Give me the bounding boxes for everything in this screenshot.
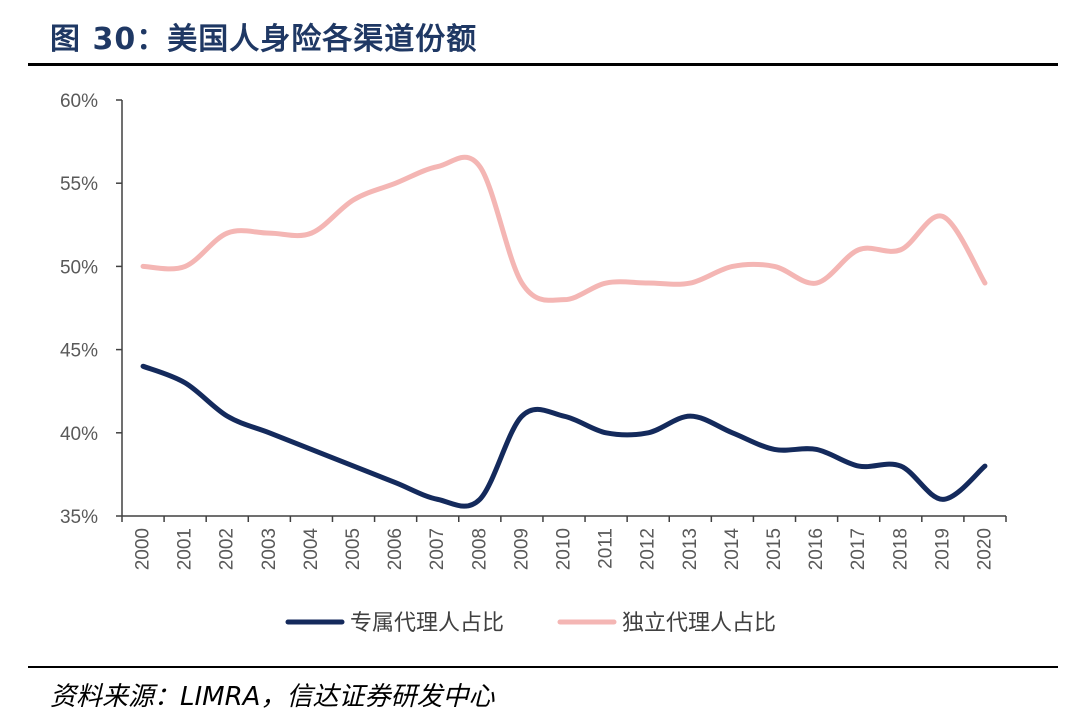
y-tick-label: 35%	[60, 507, 98, 528]
series-line-1	[140, 363, 988, 509]
x-tick-label: 2017	[848, 528, 869, 570]
x-tick-labels: 2000 2001 2002 2003 2004 2005 2006 2007 2008 2009…	[121, 516, 1007, 571]
x-tick-label: 2013	[680, 528, 701, 570]
x-tick-label: 2004	[301, 528, 322, 571]
x-tick-label: 2009	[511, 528, 532, 570]
x-tick-label: 2016	[806, 528, 827, 570]
chart-axes	[121, 100, 1006, 517]
y-tick-label: 55%	[60, 174, 98, 195]
x-tick-label: 2018	[890, 528, 911, 570]
y-tick-label: 60%	[60, 91, 98, 112]
x-tick-label: 2014	[722, 528, 743, 571]
x-tick-label: 2019	[932, 528, 953, 570]
x-tick-label: 2005	[343, 528, 364, 570]
x-tick-label: 2000	[133, 528, 154, 570]
x-tick-label: 2008	[469, 528, 490, 570]
y-tick-label: 40%	[60, 424, 98, 445]
x-tick-label: 2003	[259, 528, 280, 570]
x-tick-label: 2001	[175, 528, 196, 570]
series-line-2	[140, 154, 988, 303]
x-tick-label: 2007	[427, 528, 448, 570]
x-tick-label: 2015	[764, 528, 785, 570]
y-tick-labels: 35% 40% 45% 50% 55% 60%	[60, 91, 122, 528]
x-tick-label: 2011	[596, 528, 617, 569]
x-tick-label: 2006	[385, 528, 406, 570]
legend: 专属代理人占比 独立代理人占比	[285, 611, 776, 636]
series-lines	[140, 154, 988, 509]
source-note: 资料来源：LIMRA，信达证券研发中心	[50, 682, 495, 712]
y-tick-label: 50%	[60, 257, 98, 278]
x-tick-label: 2002	[217, 528, 238, 570]
y-tick-label: 45%	[60, 341, 98, 362]
x-tick-label: 2010	[554, 528, 575, 570]
figure-title: 图 30：美国人身险各渠道份额	[50, 22, 478, 57]
bottom-rule	[28, 666, 1058, 668]
x-tick-label: 2020	[974, 528, 995, 570]
x-tick-label: 2012	[638, 528, 659, 570]
legend-label-1: 专属代理人占比	[350, 611, 504, 636]
top-rule	[28, 63, 1058, 66]
legend-label-2: 独立代理人占比	[622, 611, 776, 636]
